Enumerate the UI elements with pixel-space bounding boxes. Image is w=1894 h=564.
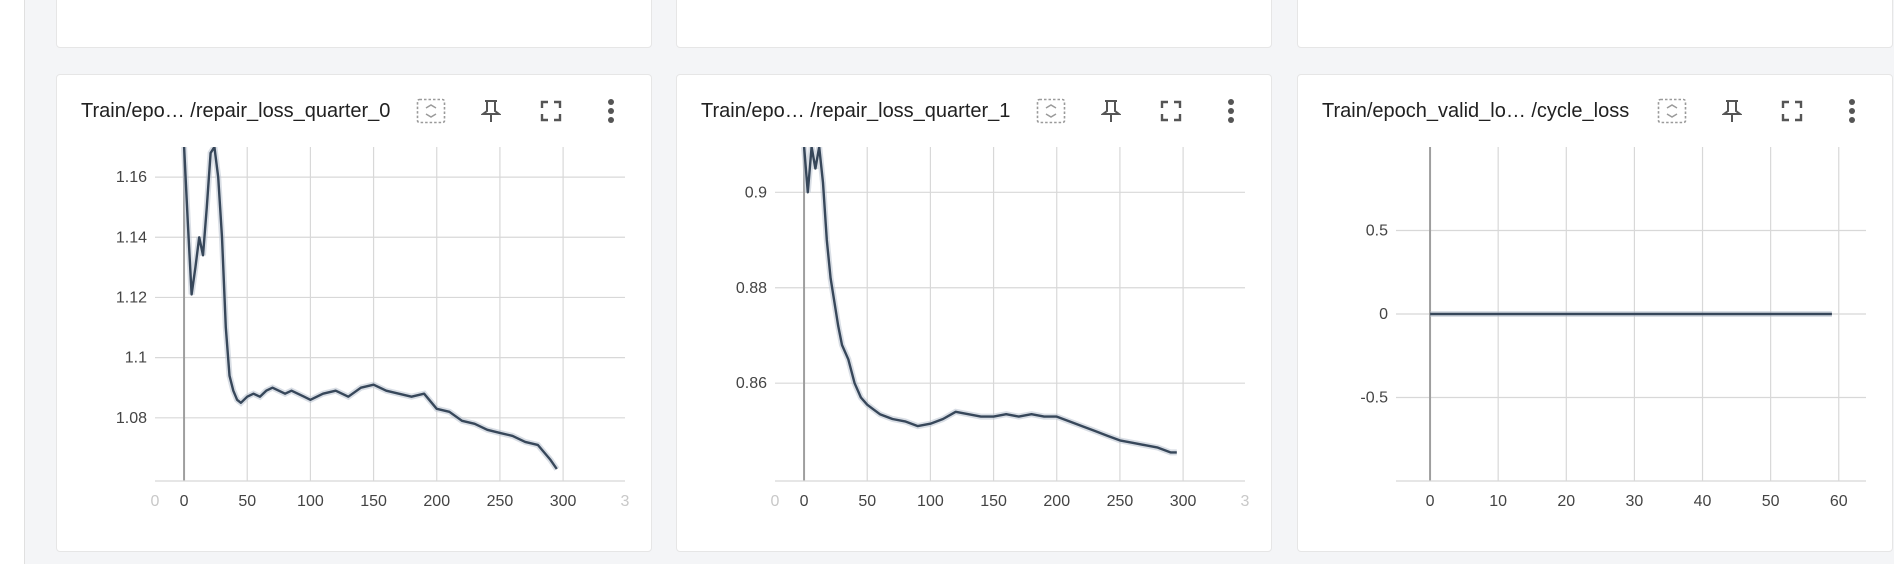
x-tick-label: 0: [771, 493, 780, 510]
raw-series-line: [184, 147, 557, 469]
smoothed-series-line: [184, 147, 557, 469]
x-tick-label: 0: [800, 493, 809, 510]
y-tick-label: 0.9: [745, 184, 767, 201]
x-tick-label: 40: [1694, 493, 1712, 510]
x-tick-label: 20: [1557, 493, 1575, 510]
line-chart: 1.16 1.14 1.12 1.1 1.08 0 0 50 100 150 200 250 300 3: [57, 75, 653, 553]
x-tick-label: 3: [621, 493, 630, 510]
x-tick-label: 10: [1489, 493, 1507, 510]
x-tick-label: 100: [297, 493, 324, 510]
chart-card-cycle-loss: Train/epoch_valid_lo… /cycle_loss 0.5 0 -0…: [1297, 74, 1893, 552]
x-tick-label: 3: [1241, 493, 1250, 510]
left-panel-edge: [0, 0, 25, 564]
x-tick-label: 50: [238, 493, 256, 510]
y-tick-label: 0.86: [736, 375, 767, 392]
y-tick-label: 0.5: [1366, 223, 1388, 240]
x-tick-label: 50: [1762, 493, 1780, 510]
x-tick-label: 50: [858, 493, 876, 510]
x-tick-label: 200: [1043, 493, 1070, 510]
y-tick-label: 1.12: [116, 289, 147, 306]
x-tick-label: 30: [1626, 493, 1644, 510]
x-tick-label: 0: [180, 493, 189, 510]
x-tick-label: 0: [1426, 493, 1435, 510]
x-tick-label: 300: [550, 493, 577, 510]
x-tick-label: 60: [1830, 493, 1848, 510]
x-tick-label: 300: [1170, 493, 1197, 510]
card-top-3: [1297, 0, 1893, 48]
chart-card-repair-loss-quarter-1: Train/epo… /repair_loss_quarter_1 0.9 0.8…: [676, 74, 1272, 552]
y-tick-label: 1.1: [125, 350, 147, 367]
y-tick-label: 1.14: [116, 229, 147, 246]
x-tick-label: 250: [1107, 493, 1134, 510]
y-tick-label: -0.5: [1360, 390, 1388, 407]
y-tick-label: 1.08: [116, 410, 147, 427]
card-top-1: [56, 0, 652, 48]
x-tick-label: 250: [487, 493, 514, 510]
line-chart: 0.9 0.88 0.86 0 0 50 100 150 200 250 300 3: [677, 75, 1273, 553]
line-chart: 0.5 0 -0.5 0 10 20 30 40 50 60: [1298, 75, 1894, 553]
y-tick-label: 0: [1379, 306, 1388, 323]
x-tick-label: 100: [917, 493, 944, 510]
x-tick-label: 200: [423, 493, 450, 510]
x-tick-label: 150: [360, 493, 387, 510]
card-top-2: [676, 0, 1272, 48]
chart-card-repair-loss-quarter-0: Train/epo… /repair_loss_quarter_0 1.16 1.…: [56, 74, 652, 552]
y-tick-label: 0.88: [736, 280, 767, 297]
y-tick-label: 1.16: [116, 169, 147, 186]
x-tick-label: 0: [151, 493, 160, 510]
x-tick-label: 150: [980, 493, 1007, 510]
